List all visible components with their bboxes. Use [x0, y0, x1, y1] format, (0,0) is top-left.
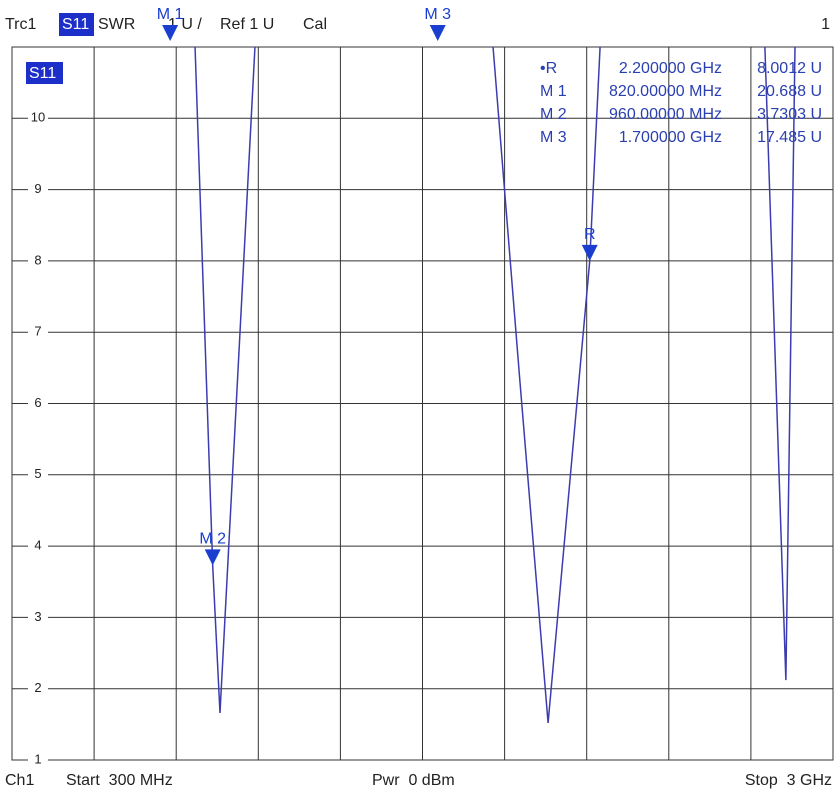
y-tick-label-bg: [28, 609, 48, 626]
y-tick-label: 6: [34, 395, 41, 410]
y-tick-label: 7: [34, 324, 41, 339]
marker-table-name: M 3: [540, 129, 567, 146]
marker-table-stimulus: 960.00000 MHz: [609, 106, 722, 123]
y-tick-label-bg: [28, 680, 48, 697]
marker-table-name: •R: [540, 60, 557, 77]
marker-table-response: 17.485 U: [757, 129, 822, 146]
marker-table-name: M 2: [540, 106, 567, 123]
y-tick-label: 2: [34, 680, 41, 695]
y-tick-label: 3: [34, 609, 41, 624]
marker-table-response: 20.688 U: [757, 83, 822, 100]
y-tick-label-bg: [28, 252, 48, 269]
param-highlight: [59, 13, 94, 36]
y-tick-label-bg: [28, 110, 48, 127]
trace-label-box: [26, 62, 63, 84]
marker-label: M 3: [424, 6, 451, 23]
marker-table-response: 8.0012 U: [757, 60, 822, 77]
scale: 1 U /: [168, 16, 202, 33]
stop-freq: Stop 3 GHz: [745, 772, 832, 789]
y-tick-label: 8: [34, 252, 41, 267]
format: SWR: [98, 16, 135, 33]
marker: [204, 549, 221, 566]
y-tick-label: 5: [34, 466, 41, 481]
y-tick-label: 4: [34, 538, 41, 553]
marker-label: M 2: [199, 531, 226, 548]
marker-table-response: 3.7303 U: [757, 106, 822, 123]
marker: [581, 244, 598, 261]
start-freq: Start 300 MHz: [66, 772, 173, 789]
y-tick-label: 1: [34, 751, 41, 766]
param: S11: [62, 16, 89, 33]
y-tick-label-bg: [28, 752, 48, 768]
marker-table-stimulus: 1.700000 GHz: [619, 129, 722, 146]
power: Pwr 0 dBm: [372, 772, 455, 789]
ref-level: Ref 1 U: [220, 16, 274, 33]
y-tick-label-bg: [28, 324, 48, 341]
cal-status: Cal: [303, 16, 327, 33]
trace-line: [194, 47, 796, 723]
marker-table-stimulus: 820.00000 MHz: [609, 83, 722, 100]
channel-number: 1: [821, 16, 830, 33]
marker: [162, 25, 179, 41]
y-tick-label: 10: [31, 110, 45, 125]
marker: [429, 25, 446, 41]
marker-table-name: M 1: [540, 83, 567, 100]
channel: Ch1: [5, 772, 34, 789]
y-tick-label-bg: [28, 538, 48, 555]
marker-label: M 1: [157, 6, 184, 23]
marker-table-stimulus: 2.200000 GHz: [619, 60, 722, 77]
y-tick-label-bg: [28, 395, 48, 412]
marker-label: R: [584, 226, 596, 243]
y-tick-label-bg: [28, 181, 48, 198]
trace-label: S11: [29, 65, 56, 82]
y-tick-label: 9: [34, 181, 41, 196]
trace-name: Trc1: [5, 16, 37, 33]
y-tick-label-bg: [28, 466, 48, 483]
trace-group: [194, 47, 796, 723]
